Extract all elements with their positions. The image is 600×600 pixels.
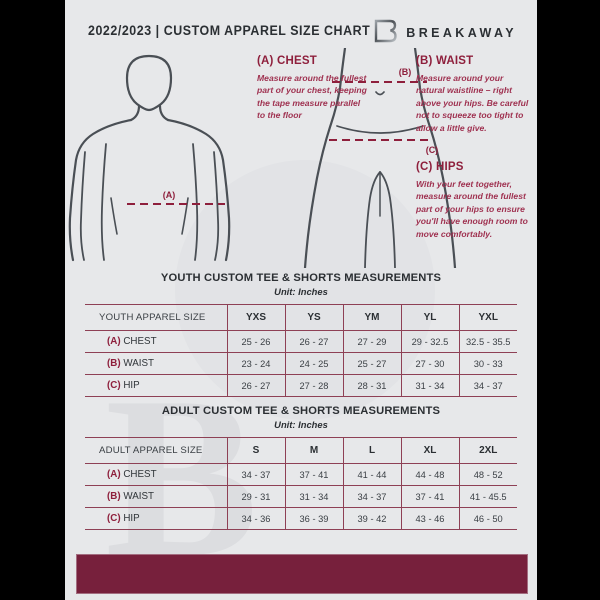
brand-name: BREAKAWAY bbox=[406, 26, 517, 40]
waist-measure-label: (B) bbox=[399, 67, 412, 77]
youth-row-name-waist: WAIST bbox=[123, 358, 155, 369]
youth-label-header: YOUTH APPAREL SIZE bbox=[85, 304, 227, 331]
adult-waist-xl: 37 - 41 bbox=[400, 485, 459, 508]
brand-lockup: BREAKAWAY bbox=[371, 18, 517, 48]
head-outline bbox=[125, 54, 173, 112]
callout-waist-body: Measure around your natural waistline – … bbox=[416, 73, 529, 133]
youth-hip-yxl: 34 - 37 bbox=[458, 374, 517, 397]
youth-size-table: YOUTH APPAREL SIZE YXS YS YM YL YXL (A) … bbox=[85, 304, 517, 397]
adult-size-header-4: 2XL bbox=[458, 437, 517, 464]
youth-chest-ym: 27 - 29 bbox=[342, 330, 401, 353]
youth-chest-yxl: 32.5 - 35.5 bbox=[458, 330, 517, 353]
adult-row-label-hip: (C) HIP bbox=[85, 507, 227, 530]
adult-hip-2xl: 46 - 50 bbox=[458, 507, 517, 530]
youth-hip-ys: 27 - 28 bbox=[284, 374, 343, 397]
youth-row-tag-hip: (C) bbox=[107, 380, 121, 391]
body-measurement-diagram: (A) (B) bbox=[68, 48, 457, 268]
adult-header-row: ADULT APPAREL SIZE S M L XL 2XL bbox=[85, 437, 517, 464]
adult-row-label-waist: (B) WAIST bbox=[85, 485, 227, 508]
callout-chest: (A) CHEST Measure around the fullest par… bbox=[257, 55, 369, 122]
youth-table-block: YOUTH CUSTOM TEE & SHORTS MEASUREMENTS U… bbox=[65, 272, 537, 397]
adult-hip-s: 34 - 36 bbox=[226, 507, 285, 530]
table-row: (C) HIP 34 - 36 36 - 39 39 - 42 43 - 46 … bbox=[85, 507, 517, 530]
callout-waist: (B) WAIST Measure around your natural wa… bbox=[416, 55, 534, 134]
adult-table-block: ADULT CUSTOM TEE & SHORTS MEASUREMENTS U… bbox=[65, 405, 537, 530]
adult-waist-2xl: 41 - 45.5 bbox=[458, 485, 517, 508]
youth-size-header-2: YM bbox=[342, 304, 401, 331]
page-header: 2022/2023 | CUSTOM APPAREL SIZE CHART bbox=[65, 18, 537, 48]
youth-waist-ym: 25 - 27 bbox=[342, 352, 401, 375]
youth-chest-ys: 26 - 27 bbox=[284, 330, 343, 353]
adult-row-tag-waist: (B) bbox=[107, 491, 121, 502]
youth-chest-yl: 29 - 32.5 bbox=[400, 330, 459, 353]
table-row: (B) WAIST 29 - 31 31 - 34 34 - 37 37 - 4… bbox=[85, 485, 517, 508]
callout-hips-body: With your feet together, measure around … bbox=[416, 179, 528, 239]
youth-hip-ym: 28 - 31 bbox=[342, 374, 401, 397]
youth-table-title: YOUTH CUSTOM TEE & SHORTS MEASUREMENTS bbox=[160, 272, 442, 284]
youth-size-header-4: YXL bbox=[458, 304, 517, 331]
adult-table-unit: Unit: Inches bbox=[274, 419, 328, 430]
table-row: (A) CHEST 25 - 26 26 - 27 27 - 29 29 - 3… bbox=[85, 330, 517, 353]
youth-row-tag-chest: (A) bbox=[107, 336, 121, 347]
adult-waist-l: 34 - 37 bbox=[342, 485, 401, 508]
adult-size-header-0: S bbox=[226, 437, 285, 464]
youth-chest-yxs: 25 - 26 bbox=[226, 330, 285, 353]
youth-hip-yl: 31 - 34 bbox=[400, 374, 459, 397]
adult-waist-m: 31 - 34 bbox=[284, 485, 343, 508]
youth-waist-yxl: 30 - 33 bbox=[458, 352, 517, 375]
adult-row-tag-chest: (A) bbox=[107, 469, 121, 480]
callout-hips: (C) HIPS With your feet together, measur… bbox=[416, 161, 534, 240]
table-row: (A) CHEST 34 - 37 37 - 41 41 - 44 44 - 4… bbox=[85, 463, 517, 486]
page-title: 2022/2023 | CUSTOM APPAREL SIZE CHART bbox=[88, 23, 371, 38]
youth-row-name-chest: CHEST bbox=[123, 336, 157, 347]
youth-size-header-3: YL bbox=[400, 304, 459, 331]
hips-measure-label: (C) bbox=[426, 145, 439, 155]
adult-chest-xl: 44 - 48 bbox=[400, 463, 459, 486]
adult-size-header-3: XL bbox=[400, 437, 459, 464]
youth-header-row: YOUTH APPAREL SIZE YXS YS YM YL YXL bbox=[85, 304, 517, 331]
youth-row-label-hip: (C) HIP bbox=[85, 374, 227, 397]
breakaway-b-logo-icon bbox=[374, 19, 397, 47]
adult-size-header-1: M bbox=[284, 437, 343, 464]
youth-row-label-waist: (B) WAIST bbox=[85, 352, 227, 375]
youth-table-unit: Unit: Inches bbox=[274, 286, 328, 297]
adult-waist-s: 29 - 31 bbox=[226, 485, 285, 508]
callout-hips-title: (C) HIPS bbox=[416, 161, 464, 173]
callout-chest-body: Measure around the fullest part of your … bbox=[257, 73, 367, 121]
adult-chest-l: 41 - 44 bbox=[342, 463, 401, 486]
adult-table-title: ADULT CUSTOM TEE & SHORTS MEASUREMENTS bbox=[161, 405, 441, 417]
figure-area: (A) (B) bbox=[65, 48, 537, 268]
youth-row-name-hip: HIP bbox=[123, 380, 140, 391]
adult-size-table: ADULT APPAREL SIZE S M L XL 2XL (A) CHES… bbox=[85, 437, 517, 530]
adult-hip-xl: 43 - 46 bbox=[400, 507, 459, 530]
adult-chest-m: 37 - 41 bbox=[284, 463, 343, 486]
adult-row-name-hip: HIP bbox=[123, 513, 140, 524]
callout-chest-title: (A) CHEST bbox=[257, 55, 317, 67]
youth-waist-yxs: 23 - 24 bbox=[226, 352, 285, 375]
adult-row-name-waist: WAIST bbox=[123, 491, 155, 502]
youth-hip-yxs: 26 - 27 bbox=[226, 374, 285, 397]
adult-hip-l: 39 - 42 bbox=[342, 507, 401, 530]
adult-row-label-chest: (A) CHEST bbox=[85, 463, 227, 486]
page-sheet: B 2022/2023 | CUSTOM APPAREL SIZE CHART bbox=[65, 0, 537, 600]
chest-measure-label: (A) bbox=[163, 190, 176, 200]
youth-waist-yl: 27 - 30 bbox=[400, 352, 459, 375]
adult-chest-2xl: 48 - 52 bbox=[458, 463, 517, 486]
table-row: (C) HIP 26 - 27 27 - 28 28 - 31 31 - 34 … bbox=[85, 374, 517, 397]
youth-waist-ys: 24 - 25 bbox=[284, 352, 343, 375]
adult-chest-s: 34 - 37 bbox=[226, 463, 285, 486]
adult-hip-m: 36 - 39 bbox=[284, 507, 343, 530]
adult-size-header-2: L bbox=[342, 437, 401, 464]
youth-size-header-1: YS bbox=[284, 304, 343, 331]
footer-bar bbox=[76, 554, 528, 594]
youth-row-label-chest: (A) CHEST bbox=[85, 330, 227, 353]
callout-waist-title: (B) WAIST bbox=[416, 55, 474, 67]
adult-row-name-chest: CHEST bbox=[123, 469, 157, 480]
adult-row-tag-hip: (C) bbox=[107, 513, 121, 524]
youth-row-tag-waist: (B) bbox=[107, 358, 121, 369]
table-row: (B) WAIST 23 - 24 24 - 25 25 - 27 27 - 3… bbox=[85, 352, 517, 375]
adult-label-header: ADULT APPAREL SIZE bbox=[85, 437, 227, 464]
youth-size-header-0: YXS bbox=[226, 304, 285, 331]
